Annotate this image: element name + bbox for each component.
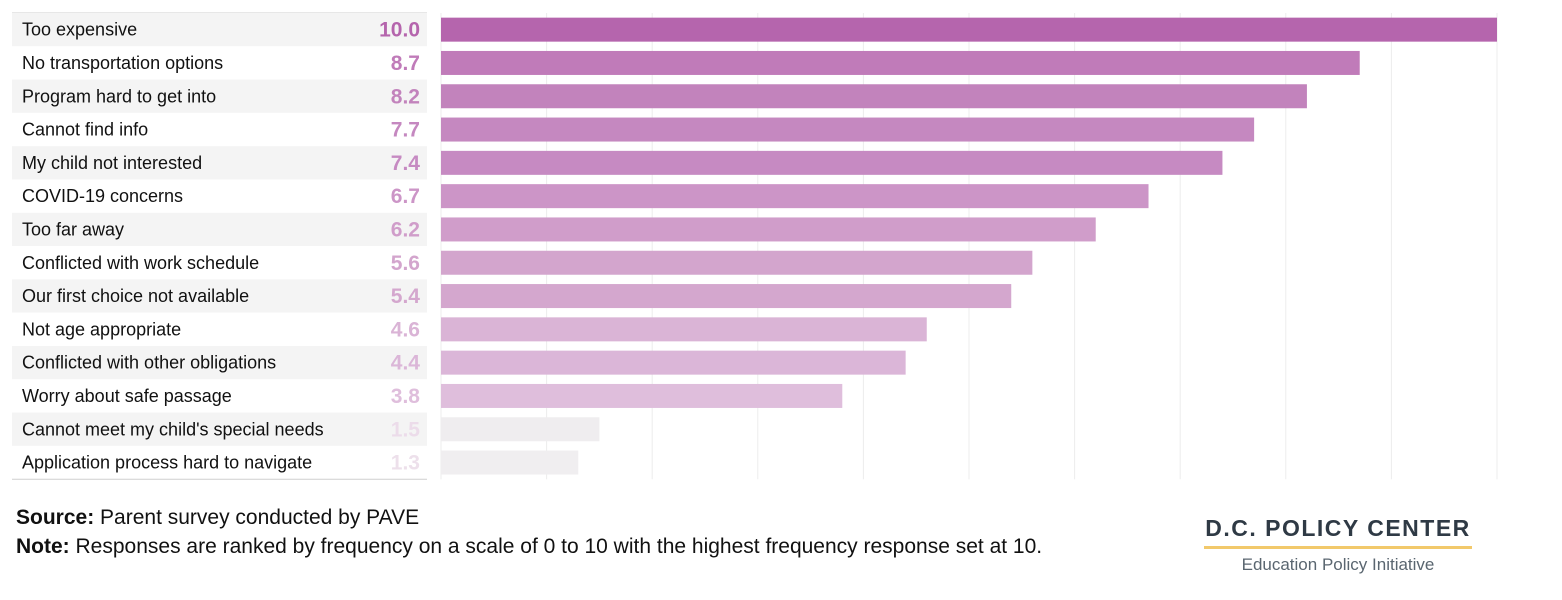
row-background — [12, 13, 427, 47]
row-background — [12, 179, 427, 213]
bar — [441, 50, 1360, 75]
bar — [441, 84, 1307, 109]
category-label: No transportation options — [22, 53, 223, 73]
data-label: 4.4 — [391, 352, 421, 375]
category-label: Worry about safe passage — [22, 386, 232, 406]
chart-footer: Source: Parent survey conducted by PAVE … — [16, 503, 1042, 561]
bar-chart: Too expensive No transportation options Pr… — [12, 12, 1498, 480]
category-label: Conflicted with work schedule — [22, 253, 259, 273]
category-label: Cannot meet my child's special needs — [22, 419, 324, 439]
gridlines — [440, 13, 1498, 480]
dc-policy-center-logo: D.C. POLICY CENTER Education Policy Init… — [1204, 515, 1472, 575]
bar — [441, 17, 1497, 42]
logo-title: D.C. POLICY CENTER — [1204, 515, 1472, 549]
data-label: 4.6 — [391, 318, 420, 341]
data-label: 6.2 — [391, 218, 420, 241]
bar — [441, 450, 579, 475]
source-text: Parent survey conducted by PAVE — [100, 506, 420, 529]
source-label: Source: — [16, 506, 95, 529]
row-background — [12, 279, 427, 313]
data-label: 7.7 — [391, 119, 420, 142]
category-label: Conflicted with other obligations — [22, 353, 276, 373]
row-background — [12, 79, 427, 113]
data-label: 10.0 — [379, 19, 420, 42]
note-label: Note: — [16, 535, 70, 558]
data-label: 7.4 — [391, 152, 421, 175]
bar — [441, 284, 1012, 309]
row-background — [12, 312, 427, 346]
category-label: Cannot find info — [22, 120, 148, 140]
data-label: 8.7 — [391, 52, 420, 75]
data-label: 6.7 — [391, 185, 420, 208]
row-background — [12, 246, 427, 280]
row-background — [12, 346, 427, 380]
row-background — [12, 445, 427, 480]
bar — [441, 150, 1223, 175]
bar — [441, 383, 843, 408]
category-labels: Too expensive No transportation options Pr… — [22, 20, 324, 473]
category-label: Application process hard to navigate — [22, 453, 312, 473]
bar — [441, 117, 1255, 142]
note-text: Responses are ranked by frequency on a s… — [75, 535, 1043, 558]
category-label: Program hard to get into — [22, 86, 216, 106]
category-label: Not age appropriate — [22, 319, 181, 339]
data-label: 3.8 — [391, 385, 421, 408]
bar — [441, 217, 1096, 242]
data-label: 5.4 — [391, 285, 421, 308]
category-label: Too expensive — [22, 20, 137, 40]
category-label: My child not interested — [22, 153, 202, 173]
data-label: 5.6 — [391, 252, 420, 275]
bar — [441, 250, 1033, 275]
row-backgrounds — [12, 12, 427, 480]
note-line: Note: Responses are ranked by frequency … — [16, 532, 1042, 561]
row-background — [12, 379, 427, 413]
data-label: 8.2 — [391, 85, 420, 108]
bars — [441, 17, 1497, 475]
category-label: COVID-19 concerns — [22, 186, 183, 206]
row-background — [12, 112, 427, 147]
bar — [441, 350, 906, 375]
data-label: 1.3 — [391, 452, 420, 475]
bar — [441, 184, 1149, 209]
row-background — [12, 212, 427, 247]
row-background — [12, 46, 427, 80]
bar — [441, 317, 927, 342]
row-background — [12, 412, 427, 446]
category-label: Our first choice not available — [22, 286, 249, 306]
source-line: Source: Parent survey conducted by PAVE — [16, 503, 1042, 532]
logo-subtitle: Education Policy Initiative — [1241, 555, 1435, 574]
bar — [441, 417, 600, 442]
data-label: 1.5 — [391, 418, 421, 441]
value-labels: 10.0 8.7 8.2 7.7 7.4 6.7 6.2 5.6 5.4 4.6 4.4 3.8 1.5… — [379, 19, 420, 475]
category-label: Too far away — [22, 219, 124, 239]
row-background — [12, 146, 427, 180]
